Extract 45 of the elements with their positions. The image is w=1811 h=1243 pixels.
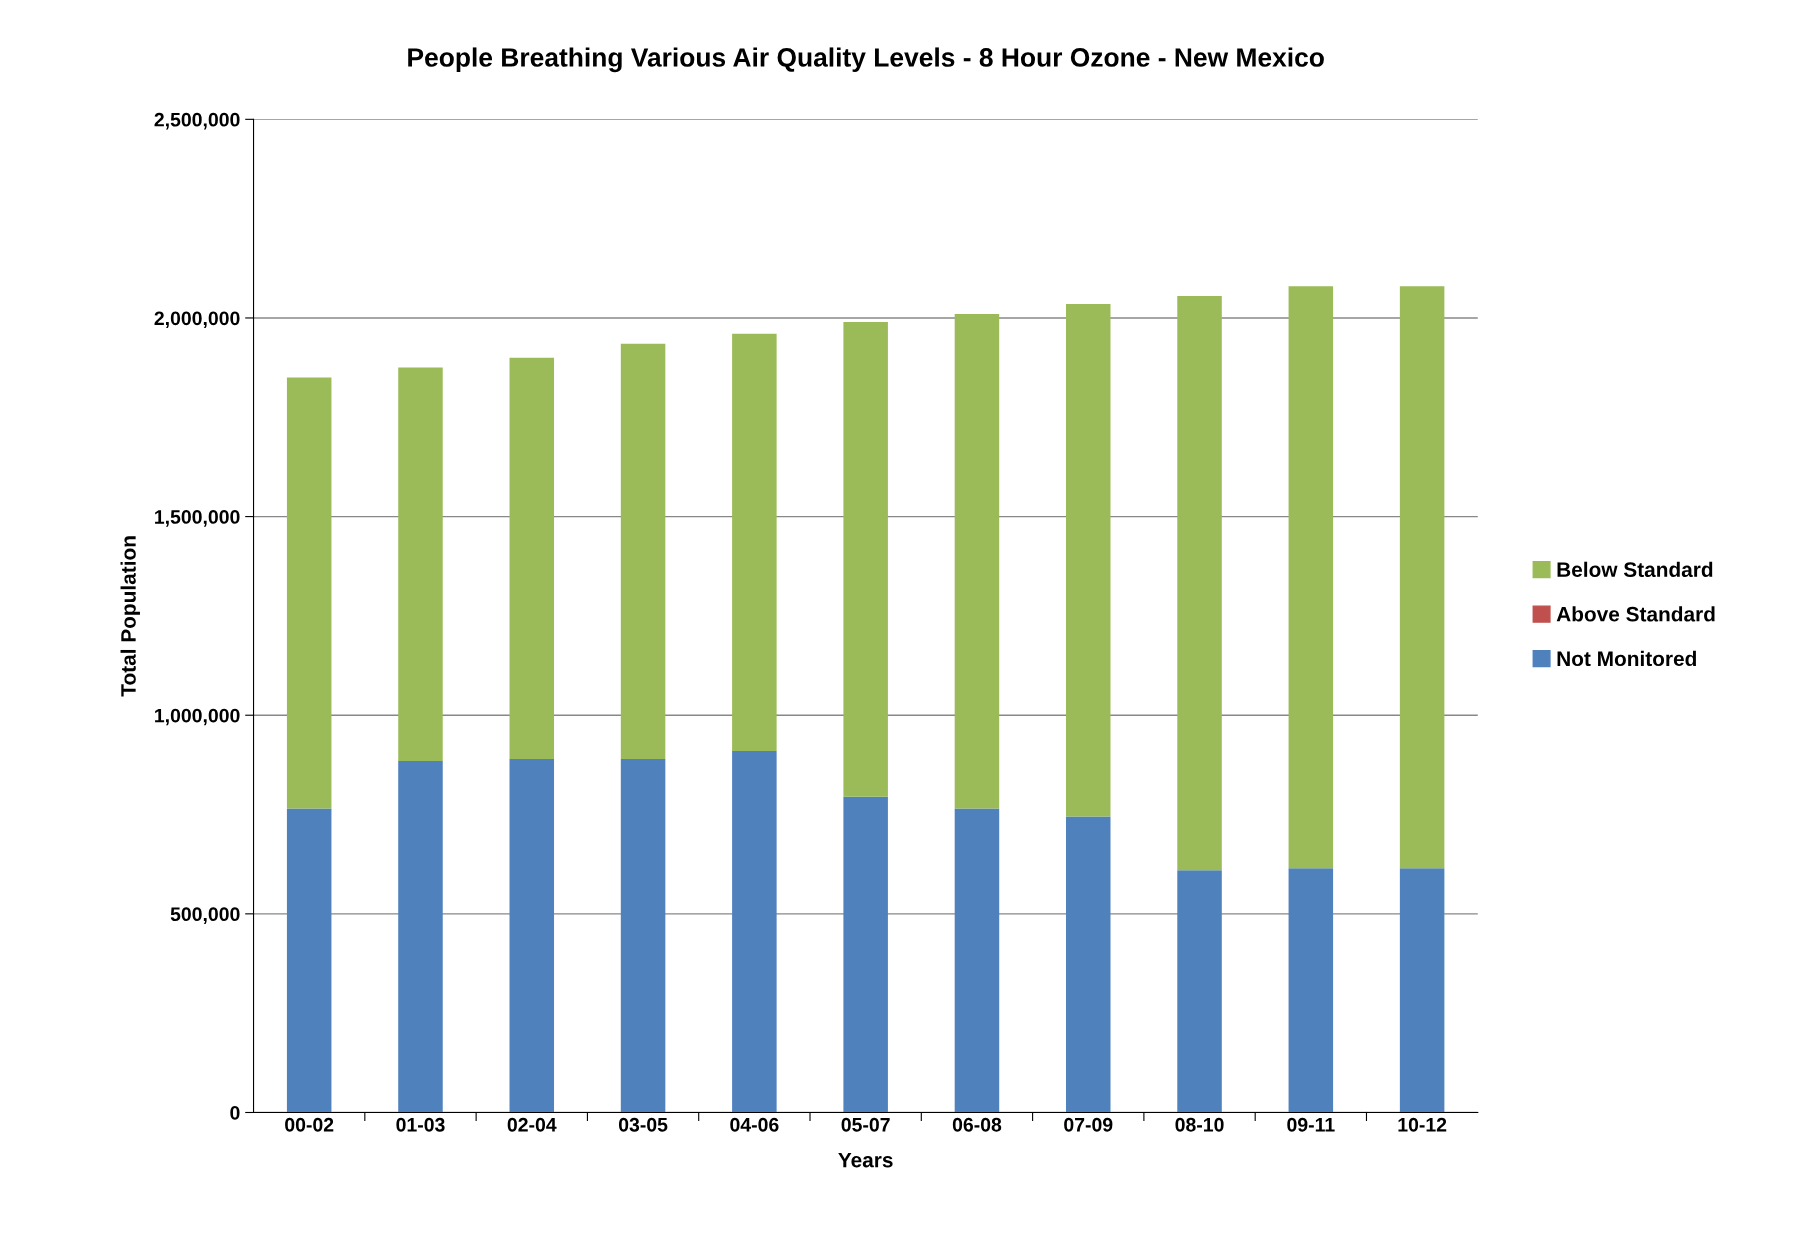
bar — [1065, 304, 1111, 817]
bar — [954, 313, 1000, 809]
bar — [398, 760, 443, 1113]
x-tick-label: 06-08 — [952, 1117, 1002, 1132]
bar — [732, 333, 777, 751]
bar — [620, 758, 666, 1113]
y-axis-title: Total Population — [120, 536, 140, 697]
bar — [1288, 868, 1334, 1113]
x-tick-label: 04-06 — [730, 1117, 779, 1132]
legend-label: Not Monitored — [1557, 650, 1696, 667]
bar — [286, 808, 332, 1113]
x-tick-label: 03-05 — [618, 1117, 668, 1132]
bar — [843, 321, 888, 797]
bar — [1177, 870, 1222, 1113]
bar — [1399, 286, 1445, 869]
bar — [620, 343, 666, 759]
legend-label: Above Standard — [1556, 606, 1715, 622]
y-tick-label: 2,500,000 — [154, 112, 240, 130]
y-tick-label: 0 — [230, 1105, 240, 1120]
bar — [1177, 296, 1222, 871]
x-tick-label: 07-09 — [1064, 1117, 1113, 1132]
x-tick-label: 00-02 — [285, 1117, 334, 1132]
x-tick-label: 05-07 — [841, 1117, 890, 1132]
y-tick-label: 1,500,000 — [155, 510, 240, 527]
bar — [1065, 816, 1111, 1113]
chart-title: People Breathing Various Air Quality Levels - 8 Hour Ozone - New Mexico — [408, 47, 1324, 73]
x-tick-label: 08-10 — [1175, 1117, 1224, 1132]
bar — [1399, 868, 1445, 1113]
y-tick-label: 1,000,000 — [155, 708, 240, 726]
bar — [398, 367, 443, 761]
y-tick-label: 500,000 — [170, 907, 240, 924]
y-tick-label: 2,000,000 — [154, 311, 240, 329]
bar — [509, 357, 555, 759]
bar — [509, 758, 555, 1113]
legend-label: Below Standard — [1557, 561, 1713, 578]
bar — [954, 808, 1000, 1113]
bar — [286, 377, 332, 809]
bar — [843, 796, 888, 1113]
x-tick-label: 01-03 — [396, 1117, 445, 1132]
bar — [1288, 286, 1334, 869]
x-tick-label: 02-04 — [507, 1117, 557, 1132]
x-tick-label: 10-12 — [1398, 1117, 1447, 1132]
x-axis-title: Years — [838, 1152, 893, 1168]
x-tick-label: 09-11 — [1287, 1117, 1335, 1132]
bar — [732, 750, 777, 1113]
